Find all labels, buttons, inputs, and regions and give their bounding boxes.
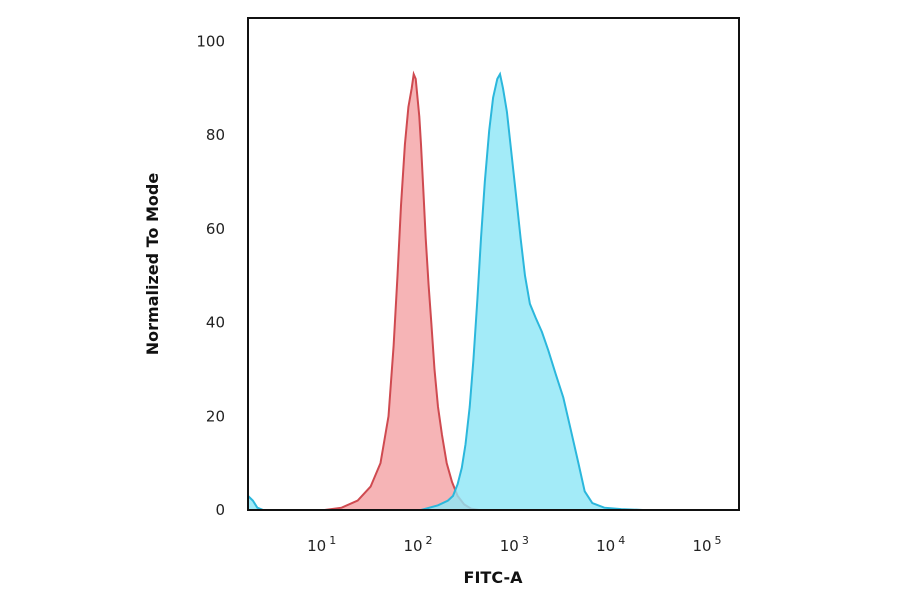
x-tick-label: 10 3 [500, 534, 529, 555]
series-area-0 [324, 74, 479, 510]
x-tick-label: 10 5 [692, 534, 721, 555]
y-tick-label: 80 [206, 126, 225, 144]
y-tick-label: 40 [206, 314, 225, 332]
y-tick-label: 0 [215, 501, 225, 519]
x-axis-title: FITC-A [464, 568, 524, 587]
series-outline-2 [247, 495, 264, 511]
series-area-1 [421, 74, 643, 510]
y-tick-labels: 0 20 40 60 80 100 [196, 32, 225, 519]
plot-frame [247, 17, 740, 511]
x-tick-label: 10 4 [596, 534, 625, 555]
y-tick-label: 20 [206, 407, 225, 425]
series-layer [247, 70, 643, 511]
x-tick-label: 10 1 [307, 534, 336, 555]
x-tick-labels: 10 1 10 2 10 3 10 4 10 5 [307, 534, 721, 555]
y-tick-label: 100 [196, 32, 225, 50]
y-axis-title: Normalized To Mode [143, 173, 162, 356]
series-outline-0 [324, 70, 480, 511]
y-tick-label: 60 [206, 220, 225, 238]
series-outline-1 [420, 71, 643, 511]
x-tick-label: 10 2 [403, 534, 432, 555]
series-area-2 [248, 495, 264, 510]
